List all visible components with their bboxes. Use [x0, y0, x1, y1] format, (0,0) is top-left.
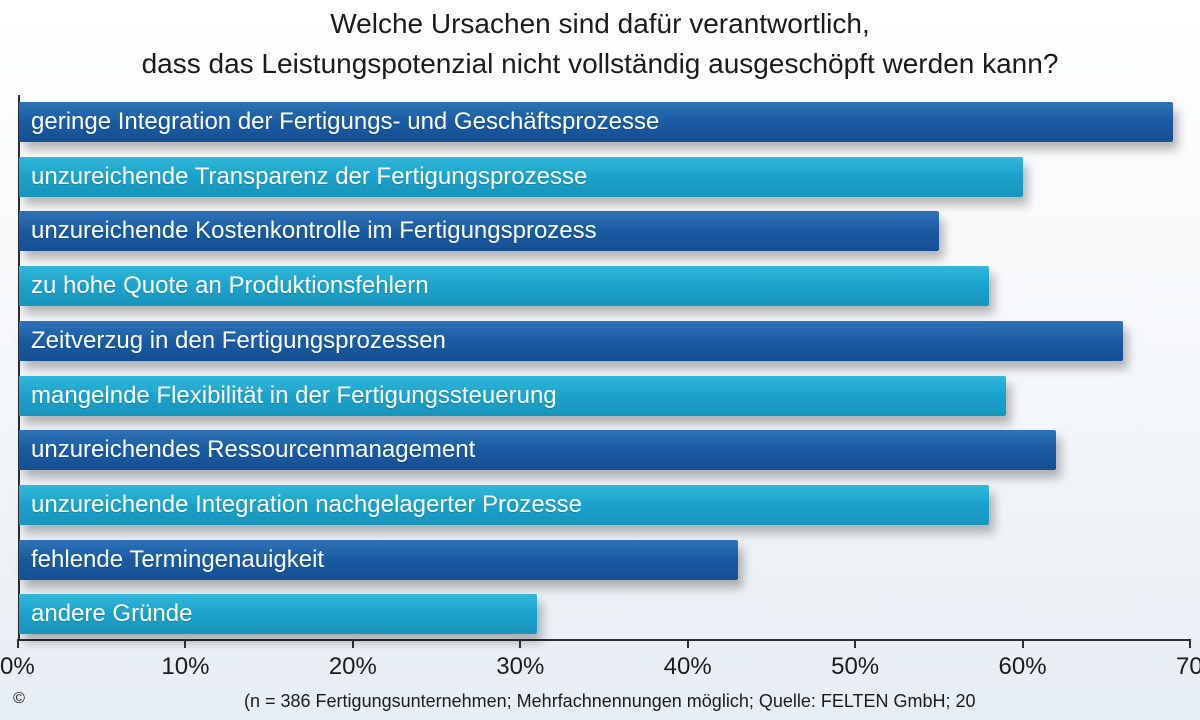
x-tick-label-0: 0%: [0, 653, 35, 680]
x-tick-label-5: 50%: [831, 653, 880, 680]
bar-label-8: unzureichende Integration nachgelagerter…: [31, 490, 583, 518]
x-tick-mark-4: [686, 639, 689, 648]
bar-label-5: Zeitverzug in den Fertigungsprozessen: [31, 326, 446, 354]
bar-label-6: mangelnde Flexibilität in der Fertigungs…: [31, 381, 557, 409]
bar-label-4: zu hohe Quote an Produktionsfehlern: [31, 272, 429, 300]
bar-label-9: fehlende Termingenauigkeit: [31, 545, 325, 573]
x-tick-label-4: 40%: [663, 653, 712, 680]
bar-4: zu hohe Quote an Produktionsfehlern: [19, 266, 990, 307]
bar-label-7: unzureichendes Ressourcenmanagement: [31, 436, 476, 464]
x-tick-label-1: 10%: [161, 653, 210, 680]
bar-label-2: unzureichende Transparenz der Fertigungs…: [31, 162, 588, 190]
bar-9: fehlende Termingenauigkeit: [19, 539, 738, 580]
bar-8: unzureichende Integration nachgelagerter…: [19, 484, 990, 525]
bar-6: mangelnde Flexibilität in der Fertigungs…: [19, 375, 1006, 416]
bar-label-3: unzureichende Kostenkontrolle im Fertigu…: [31, 217, 597, 245]
chart-title: Welche Ursachen sind dafür verantwortlic…: [0, 4, 1200, 84]
bar-label-10: andere Gründe: [31, 600, 193, 628]
bar-2: unzureichende Transparenz der Fertigungs…: [19, 156, 1023, 197]
bar-5: Zeitverzug in den Fertigungsprozessen: [19, 320, 1124, 361]
x-tick-mark-0: [17, 639, 19, 648]
title-line-2: dass das Leistungspotenzial nicht vollst…: [141, 48, 1059, 79]
x-tick-label-2: 20%: [328, 653, 377, 680]
copyright-icon: ©: [13, 690, 25, 707]
x-tick-mark-7: [1189, 639, 1191, 648]
x-tick-label-6: 60%: [998, 653, 1047, 680]
bar-1: geringe Integration der Fertigungs- und …: [19, 102, 1174, 142]
x-tick-mark-3: [519, 639, 522, 648]
x-tick-mark-1: [184, 639, 187, 648]
x-tick-label-3: 30%: [496, 653, 545, 680]
source-note: (n = 386 Fertigungsunternehmen; Mehrfach…: [244, 691, 976, 711]
x-axis-line: [18, 639, 1190, 641]
title-line-1: Welche Ursachen sind dafür verantwortlic…: [330, 8, 870, 39]
bar-7: unzureichendes Ressourcenmanagement: [19, 430, 1057, 471]
plot-area: geringe Integration der Fertigungs- und …: [18, 95, 1190, 641]
x-tick-label-7: 70: [1176, 653, 1200, 680]
x-tick-mark-2: [351, 639, 354, 648]
bar-label-1: geringe Integration der Fertigungs- und …: [31, 108, 660, 135]
bar-10: andere Gründe: [19, 594, 538, 635]
bar-3: unzureichende Kostenkontrolle im Fertigu…: [19, 211, 939, 252]
x-tick-mark-6: [1021, 639, 1024, 648]
y-axis-line: [18, 95, 20, 639]
x-tick-mark-5: [854, 639, 857, 648]
